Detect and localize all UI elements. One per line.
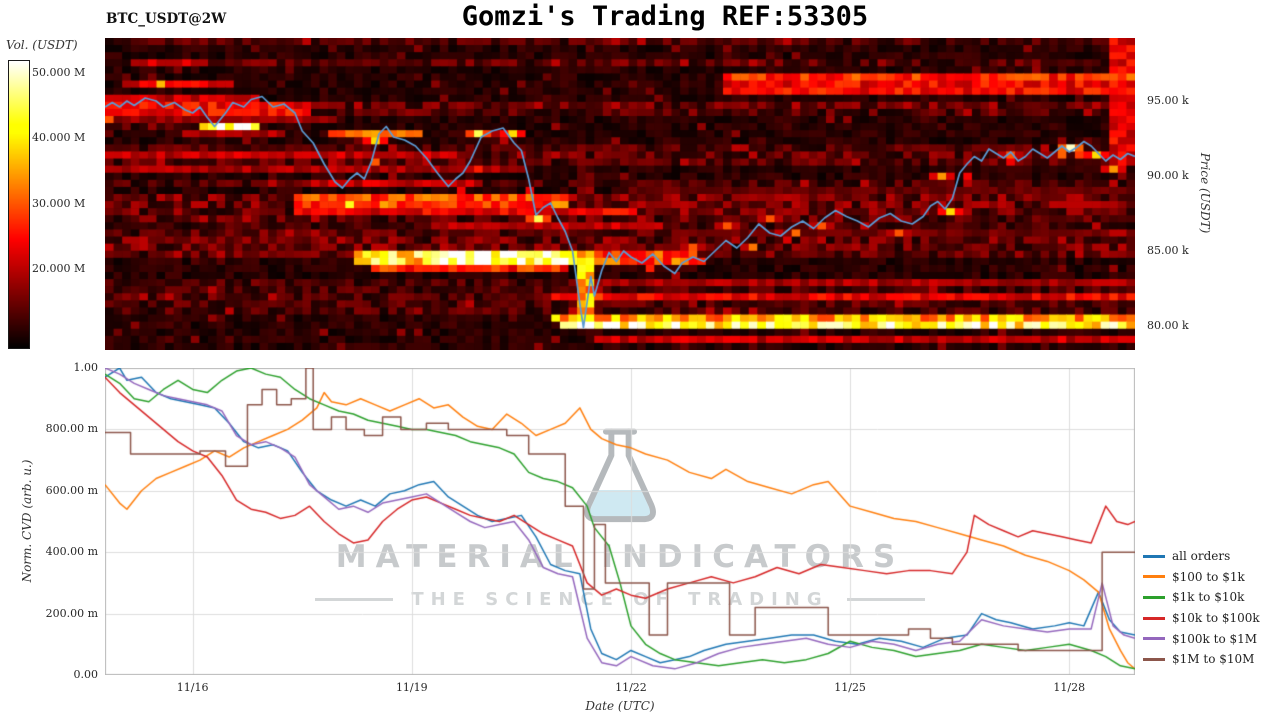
legend-swatch: [1143, 616, 1165, 620]
page-title: Gomzi's Trading REF:53305: [461, 1, 869, 32]
cvd-line-chart: [105, 368, 1135, 675]
cvd-x-tick: 11/28: [1053, 681, 1086, 694]
colorbar-tick: 50.000 M: [32, 66, 86, 80]
legend-swatch: [1143, 637, 1165, 641]
legend-label: $100k to $1M: [1172, 631, 1258, 646]
cvd-x-tick: 11/19: [395, 681, 428, 694]
legend-item: $100 to $1k: [1143, 567, 1260, 588]
price-tick: 80.00 k: [1147, 319, 1189, 332]
cvd-y-tick: 1.00: [73, 361, 99, 374]
legend-swatch: [1143, 595, 1165, 599]
cvd-y-tick: 400.00 m: [45, 545, 98, 559]
colorbar-title: Vol. (USDT): [6, 38, 78, 52]
colorbar-tick: 40.000 M: [32, 131, 86, 145]
legend-label: $100 to $1k: [1172, 569, 1245, 584]
cvd-y-axis-title: Norm. CVD (arb. u.): [20, 459, 34, 583]
price-axis-title: Price (USDT): [1198, 152, 1212, 234]
volume-heatmap-chart: [105, 38, 1135, 350]
price-tick: 90.00 k: [1147, 169, 1189, 182]
legend-item: $1M to $10M: [1143, 649, 1260, 670]
legend-item: $10k to $100k: [1143, 608, 1260, 629]
legend-label: all orders: [1172, 549, 1231, 564]
symbol-label: BTC_USDT@2W: [106, 11, 227, 27]
cvd-x-tick: 11/16: [176, 681, 209, 694]
legend-label: $1k to $10k: [1172, 590, 1245, 605]
cvd-y-tick: 200.00 m: [45, 606, 98, 620]
cvd-x-axis-title: Date (UTC): [585, 699, 655, 713]
legend-item: all orders: [1143, 546, 1260, 567]
price-tick: 85.00 k: [1147, 244, 1189, 257]
series-legend: all orders $100 to $1k $1k to $10k $10k to …: [1143, 546, 1260, 670]
volume-colorbar: [8, 60, 30, 349]
legend-swatch: [1143, 575, 1165, 579]
legend-swatch: [1143, 554, 1165, 558]
cvd-y-tick: 0.00: [73, 668, 99, 681]
cvd-y-tick: 600.00 m: [45, 483, 98, 497]
price-tick: 95.00 k: [1147, 94, 1189, 107]
legend-item: $1k to $10k: [1143, 587, 1260, 608]
legend-label: $1M to $10M: [1172, 652, 1255, 667]
cvd-y-tick: 800.00 m: [45, 422, 98, 436]
legend-item: $100k to $1M: [1143, 628, 1260, 649]
legend-label: $10k to $100k: [1172, 611, 1260, 626]
colorbar-tick: 20.000 M: [32, 261, 86, 275]
cvd-x-tick: 11/22: [615, 681, 647, 694]
legend-swatch: [1143, 657, 1165, 661]
cvd-x-tick: 11/25: [834, 681, 866, 694]
colorbar-tick: 30.000 M: [32, 196, 86, 210]
